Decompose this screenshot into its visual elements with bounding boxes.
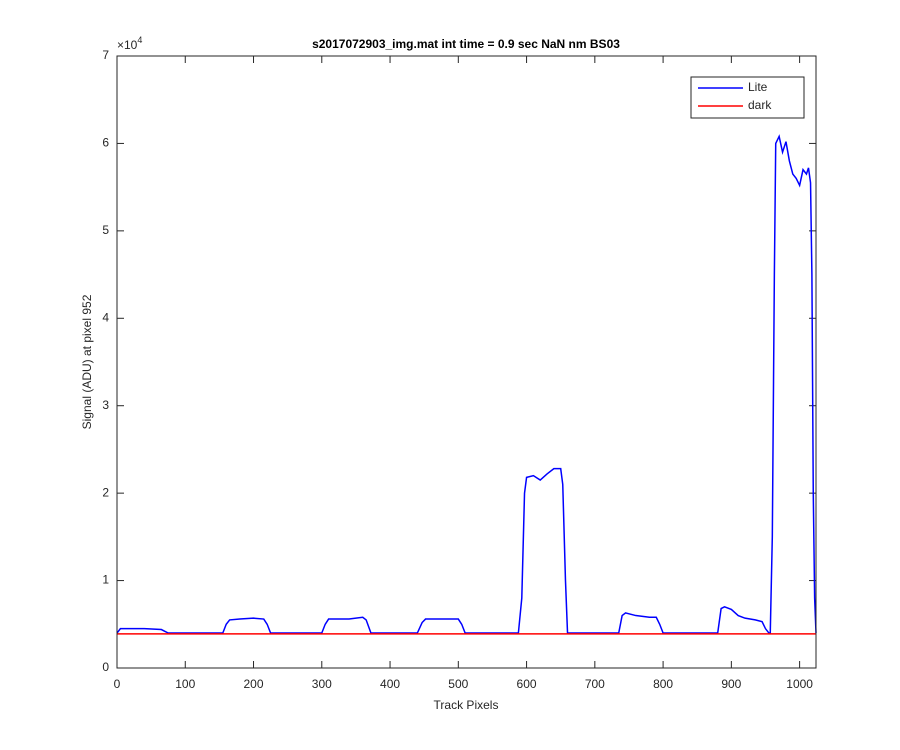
- y-tick-label: 0: [102, 660, 109, 674]
- legend-label: Lite: [748, 80, 768, 94]
- x-tick-label: 900: [721, 677, 741, 691]
- y-axis-label: Signal (ADU) at pixel 952: [80, 294, 94, 429]
- data-line: [116, 134, 817, 634]
- x-tick-label: 100: [175, 677, 195, 691]
- plot-area: [117, 56, 816, 668]
- x-tick-label: 300: [312, 677, 332, 691]
- legend-label: dark: [748, 98, 772, 112]
- y-tick-label: 6: [102, 136, 109, 150]
- y-tick-label: 1: [102, 573, 109, 587]
- y-scale-label: ×104: [117, 35, 142, 52]
- legend-box: [690, 76, 805, 119]
- y-tick-label: 5: [102, 223, 109, 237]
- y-scale-base: ×10: [117, 38, 138, 52]
- x-tick-label: 0: [114, 677, 121, 691]
- chart-title: s2017072903_img.mat int time = 0.9 sec N…: [312, 37, 620, 51]
- y-scale-exponent: 4: [137, 35, 142, 45]
- y-tick-label: 7: [102, 48, 109, 62]
- x-tick-label: 700: [585, 677, 605, 691]
- x-tick-label: 400: [380, 677, 400, 691]
- plot-frame: [116, 55, 817, 669]
- x-tick-label: 500: [448, 677, 468, 691]
- y-tick-label: 3: [102, 398, 109, 412]
- x-tick-label: 200: [244, 677, 264, 691]
- x-axis-label: Track Pixels: [434, 698, 499, 712]
- y-tick-label: 2: [102, 485, 109, 499]
- x-tick-label: 600: [517, 677, 537, 691]
- x-tick-label: 800: [653, 677, 673, 691]
- y-tick-label: 4: [102, 310, 109, 324]
- x-tick-label: 1000: [786, 677, 813, 691]
